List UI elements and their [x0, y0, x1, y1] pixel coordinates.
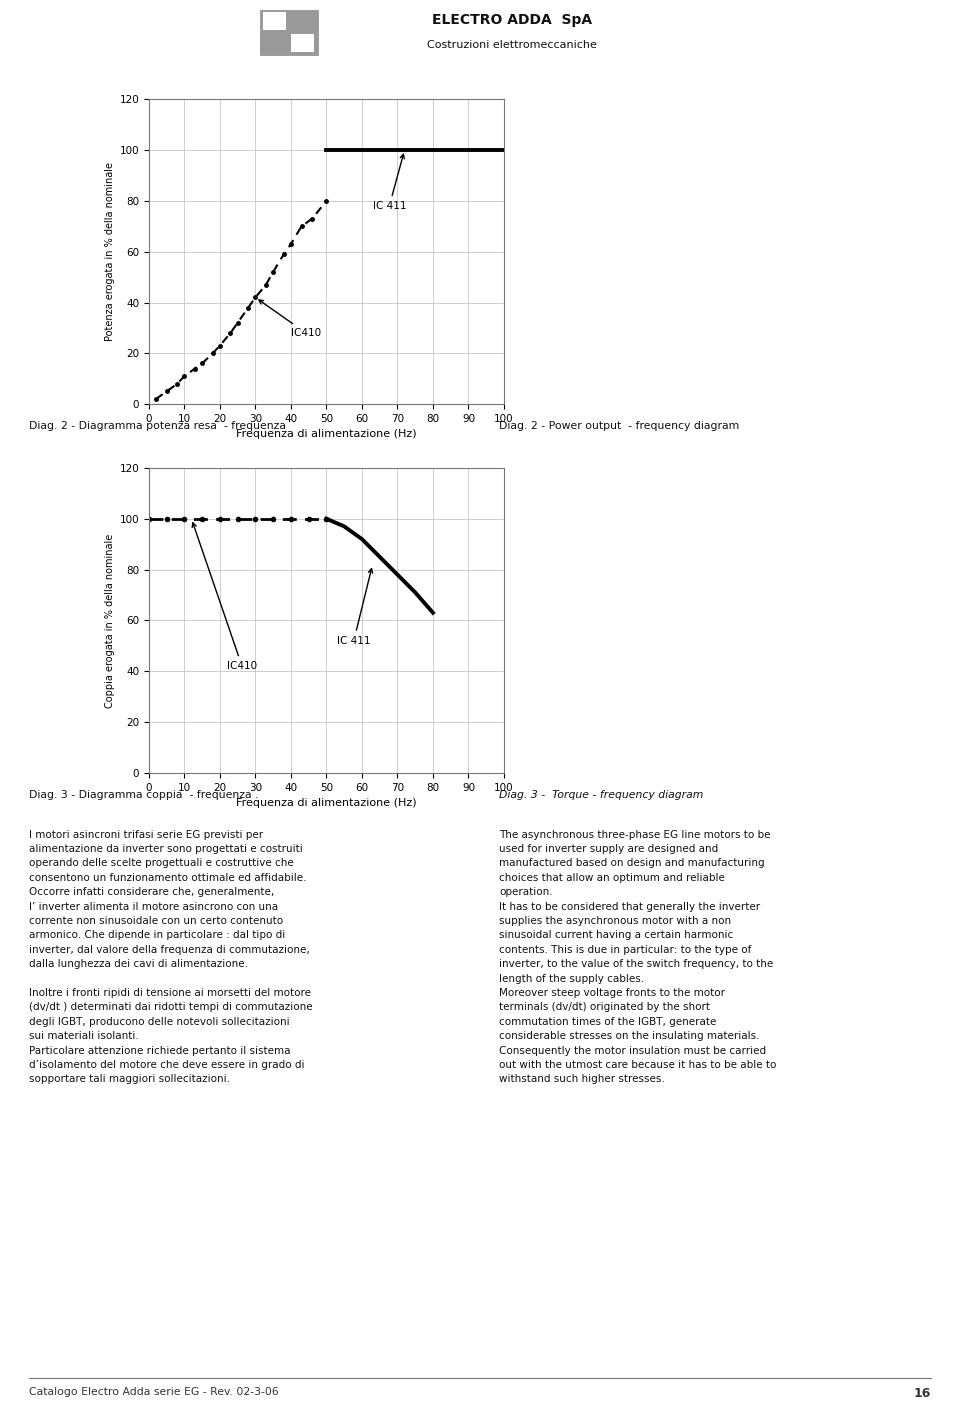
FancyBboxPatch shape [291, 34, 314, 52]
Text: IC410: IC410 [192, 523, 257, 671]
Text: Diag. 3 -  Torque - frequency diagram: Diag. 3 - Torque - frequency diagram [499, 790, 704, 800]
Text: Diag. 2 - Diagramma potenza resa  - frequenza: Diag. 2 - Diagramma potenza resa - frequ… [29, 421, 286, 431]
Text: IC410: IC410 [259, 301, 321, 337]
Text: Catalogo Electro Adda serie EG - Rev. 02-3-06: Catalogo Electro Adda serie EG - Rev. 02… [29, 1387, 278, 1397]
X-axis label: Frequenza di alimentazione (Hz): Frequenza di alimentazione (Hz) [236, 798, 417, 808]
Text: IC 411: IC 411 [337, 569, 372, 645]
FancyBboxPatch shape [263, 11, 286, 30]
Text: ELECTRO ADDA  SpA: ELECTRO ADDA SpA [432, 13, 592, 27]
Text: I motori asincroni trifasi serie EG previsti per
alimentazione da inverter sono : I motori asincroni trifasi serie EG prev… [29, 830, 312, 1085]
Text: 16: 16 [914, 1387, 931, 1400]
Text: Costruzioni elettromeccaniche: Costruzioni elettromeccaniche [427, 40, 597, 50]
X-axis label: Frequenza di alimentazione (Hz): Frequenza di alimentazione (Hz) [236, 430, 417, 440]
Text: IC 411: IC 411 [372, 155, 406, 211]
Text: The asynchronous three-phase EG line motors to be
used for inverter supply are d: The asynchronous three-phase EG line mot… [499, 830, 777, 1085]
Text: Diag. 2 - Power output  - frequency diagram: Diag. 2 - Power output - frequency diagr… [499, 421, 739, 431]
Y-axis label: Potenza erogata in % della nominale: Potenza erogata in % della nominale [106, 162, 115, 342]
FancyBboxPatch shape [259, 9, 319, 57]
Text: Diag. 3 - Diagramma coppia  - frequenza .: Diag. 3 - Diagramma coppia - frequenza . [29, 790, 258, 800]
Y-axis label: Coppia erogata in % della nominale: Coppia erogata in % della nominale [106, 533, 115, 708]
